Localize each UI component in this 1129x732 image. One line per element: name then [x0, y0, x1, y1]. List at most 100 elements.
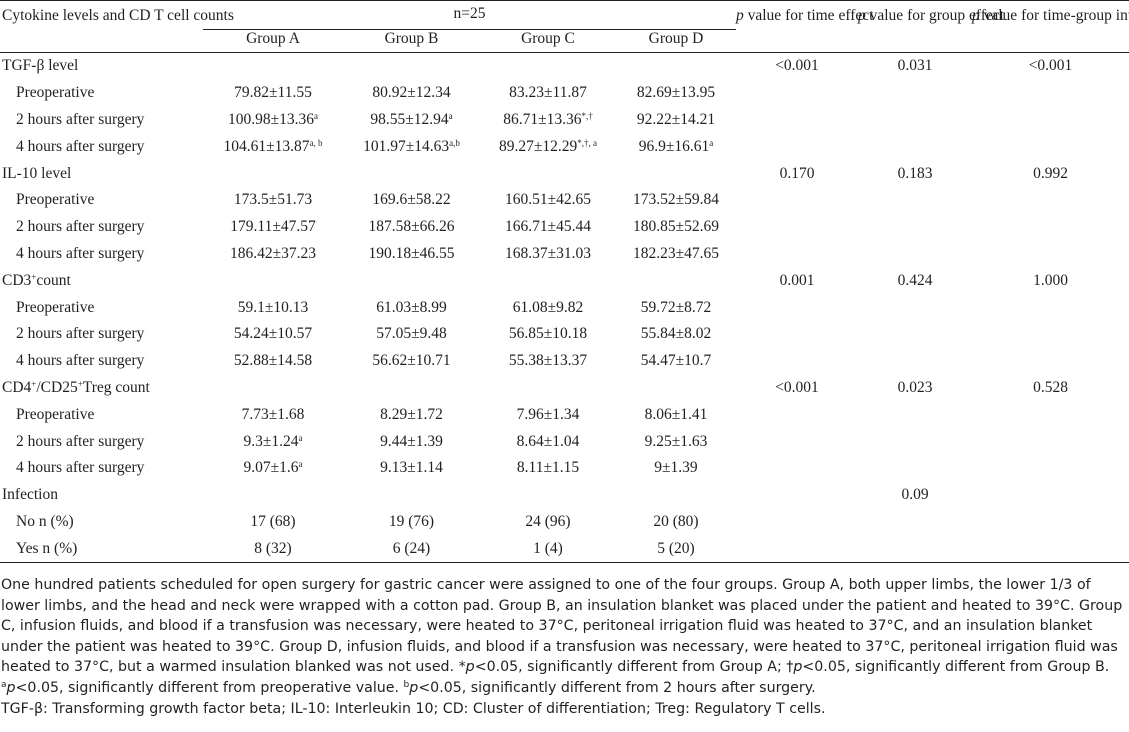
group-b-value: 98.55±12.94a [370, 110, 453, 128]
group-a-value: 9.07±1.6a [243, 459, 303, 477]
p-group-value: 0.023 [897, 378, 933, 396]
section-label: CD4+/CD25+Treg count [2, 378, 150, 396]
p-time-value: <0.001 [775, 378, 819, 396]
group-c-value [480, 160, 616, 187]
p-interaction-value [972, 321, 1129, 348]
group-a-value: 7.73±1.68 [241, 405, 305, 423]
table-section-row: TGF-β level <0.001 0.031 <0.001 [0, 53, 1129, 80]
table-row: 2 hours after surgery 9.3±1.24a 9.44±1.39 8… [0, 428, 1129, 455]
table-row: 4 hours after surgery 52.88±14.58 56.62±10… [0, 348, 1129, 375]
group-c-value: 55.38±13.37 [508, 352, 588, 370]
group-d-value [616, 160, 736, 187]
p-group-header: p value for group effect [858, 7, 1005, 24]
p-group-value [858, 348, 972, 375]
p-group-value [858, 241, 972, 268]
group-d-value [616, 482, 736, 509]
p-time-value [736, 482, 858, 509]
group-c-value: 83.23±11.87 [509, 84, 587, 102]
group-b-value: 9.44±1.39 [380, 432, 443, 450]
group-d-value: 82.69±13.95 [636, 84, 716, 102]
p-time-value [736, 401, 858, 428]
group-d-value: 54.47±10.7 [640, 352, 712, 370]
group-a-value [203, 267, 343, 294]
results-table-container: Cytokine levels and CD T cell counts n=2… [0, 0, 1129, 717]
p-interaction-value [972, 107, 1129, 134]
table-row: 4 hours after surgery 104.61±13.87a, b 101… [0, 133, 1129, 160]
sample-size-header: n=25 [203, 0, 736, 30]
group-a-value: 186.42±37.23 [229, 244, 316, 262]
group-b-value [343, 375, 480, 402]
p-time-value [736, 321, 858, 348]
p-time-header: p value for time effect [736, 7, 874, 24]
group-a-value [203, 53, 343, 80]
group-c-value: 8.11±1.15 [516, 459, 580, 477]
table-section-row: CD3+count 0.001 0.424 1.000 [0, 267, 1129, 294]
p-interaction-value [972, 482, 1129, 509]
table-row: Preoperative 7.73±1.68 8.29±1.72 7.96±1.34 8… [0, 401, 1129, 428]
p-group-value [858, 428, 972, 455]
p-time-value: 0.170 [779, 164, 815, 182]
p-time-value [736, 535, 858, 562]
group-d-value: 9±1.39 [654, 459, 698, 477]
p-interaction-value [972, 294, 1129, 321]
group-c-value [480, 482, 616, 509]
group-b-value: 61.03±8.99 [376, 298, 447, 316]
group-d-value: 8.06±1.41 [644, 405, 708, 423]
row-label: Preoperative [16, 84, 95, 102]
group-a-value: 59.1±10.13 [237, 298, 309, 316]
group-c-value: 24 (96) [525, 512, 571, 530]
group-a-value: 179.11±47.57 [230, 218, 316, 236]
table-section-row: IL-10 level 0.170 0.183 0.992 [0, 160, 1129, 187]
group-a-value: 173.5±51.73 [233, 191, 313, 209]
p-interaction-value [972, 80, 1129, 107]
row-label: 2 hours after surgery [16, 325, 145, 343]
group-a-value: 104.61±13.87a, b [223, 137, 323, 155]
p-time-value [736, 107, 858, 134]
group-b-value [343, 482, 480, 509]
p-time-value [736, 348, 858, 375]
group-b-value: 9.13±1.14 [380, 459, 443, 477]
p-group-value: 0.09 [901, 486, 929, 504]
p-time-value [736, 455, 858, 482]
row-label: Preoperative [16, 405, 95, 423]
p-time-value [736, 187, 858, 214]
table-body: TGF-β level <0.001 0.031 <0.001 Preoperative… [0, 53, 1129, 563]
p-interaction-value [972, 535, 1129, 562]
group-d-value: 59.72±8.72 [640, 298, 712, 316]
group-c-value: 7.96±1.34 [516, 405, 580, 423]
table-row: Preoperative 173.5±51.73 169.6±58.22 160.51… [0, 187, 1129, 214]
group-c-header: Group C [521, 30, 575, 47]
section-label: CD3+count [2, 271, 71, 289]
p-interaction-value: 0.528 [1033, 378, 1068, 396]
group-b-value: 19 (76) [388, 512, 435, 530]
group-c-value: 86.71±13.36*,† [503, 110, 593, 128]
row-label: 4 hours after surgery [16, 459, 145, 477]
p-group-value [858, 133, 972, 160]
p-interaction-value [972, 509, 1129, 536]
group-a-value: 52.88±14.58 [233, 352, 313, 370]
table-row: 2 hours after surgery 54.24±10.57 57.05±9.… [0, 321, 1129, 348]
group-c-value: 168.37±31.03 [504, 244, 591, 262]
group-b-value: 101.97±14.63a,b [363, 137, 460, 155]
table-footnote: One hundred patients scheduled for open … [0, 575, 1126, 719]
row-label: 2 hours after surgery [16, 218, 145, 236]
p-group-value [858, 509, 972, 536]
group-c-value: 89.27±12.29*,†, a [498, 137, 597, 155]
p-group-value [858, 187, 972, 214]
p-group-value [858, 455, 972, 482]
p-group-value [858, 401, 972, 428]
group-b-value: 8.29±1.72 [380, 405, 443, 423]
p-group-value: 0.183 [897, 164, 933, 182]
group-c-value: 61.08±9.82 [512, 298, 584, 316]
group-b-value [343, 267, 480, 294]
group-d-value [616, 267, 736, 294]
results-table: Cytokine levels and CD T cell counts n=2… [0, 0, 1129, 563]
group-d-value: 20 (80) [653, 512, 699, 530]
group-d-header: Group D [648, 30, 704, 47]
footnote-main: One hundred patients scheduled for open … [1, 577, 1123, 696]
section-label: TGF-β level [2, 57, 79, 75]
table-row: 4 hours after surgery 9.07±1.6a 9.13±1.14 8… [0, 455, 1129, 482]
group-c-value: 56.85±10.18 [508, 325, 588, 343]
group-a-value: 54.24±10.57 [233, 325, 313, 343]
section-label: IL-10 level [2, 164, 72, 182]
